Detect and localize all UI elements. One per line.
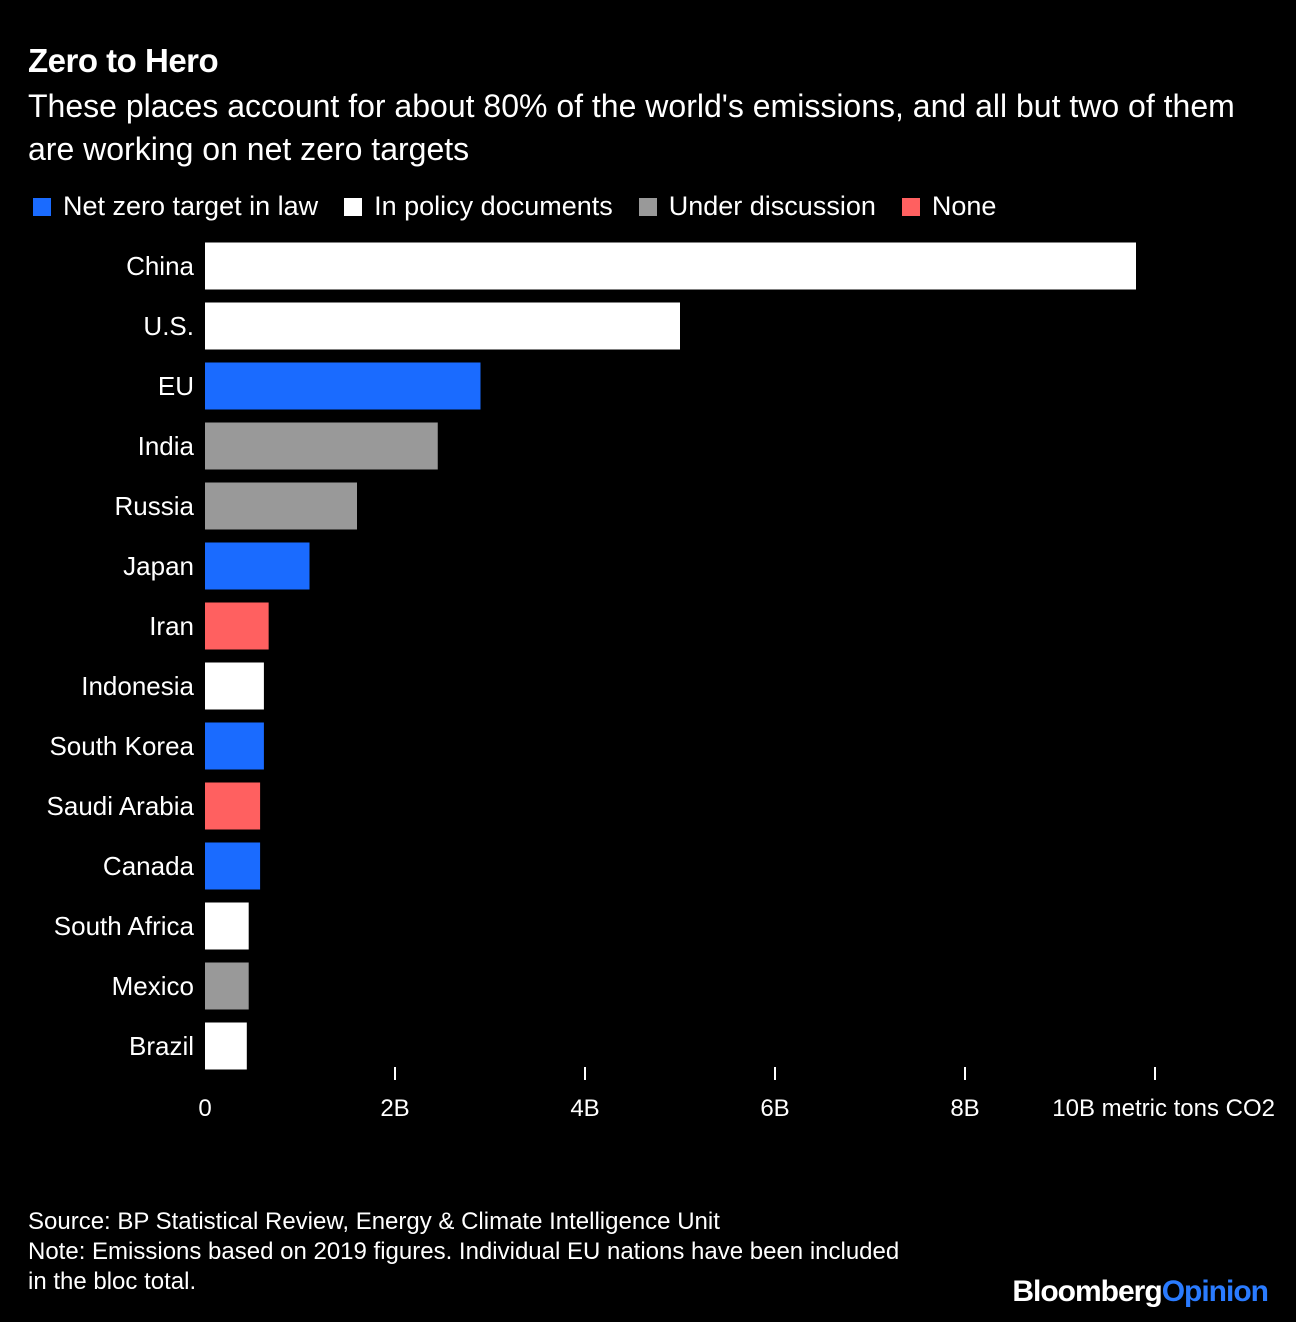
bar-japan	[205, 542, 310, 590]
emissions-note-line-2: in the bloc total.	[28, 1268, 197, 1295]
category-label: EU	[158, 371, 194, 401]
legend-label-policy: In policy documents	[374, 191, 613, 221]
x-tick-label: 2B	[380, 1095, 409, 1122]
bar-south-korea	[205, 722, 264, 770]
category-label: China	[126, 251, 194, 281]
category-label: Saudi Arabia	[47, 791, 195, 821]
bar-iran	[205, 602, 269, 650]
bar-brazil	[205, 1022, 247, 1070]
chart-title: Zero to Hero	[28, 42, 219, 79]
legend-swatch-discussion	[638, 197, 657, 216]
legend-label-discussion: Under discussion	[668, 191, 876, 221]
category-label: Russia	[115, 491, 195, 521]
bar-south-africa	[205, 902, 249, 950]
x-tick-label: 0	[198, 1095, 211, 1122]
category-label: India	[138, 431, 195, 461]
bloomberg-opinion-logo: BloombergOpinion	[1012, 1275, 1269, 1309]
legend-label-law: Net zero target in law	[63, 191, 319, 221]
bar-canada	[205, 842, 261, 890]
x-tick-label: 4B	[570, 1095, 599, 1122]
chart-subtitle: These places account for about 80% of th…	[28, 88, 1235, 167]
x-tick-label: 10B metric tons CO2	[1052, 1095, 1275, 1122]
category-label: South Korea	[49, 731, 194, 761]
category-label: South Africa	[54, 911, 195, 941]
category-label: Indonesia	[81, 671, 194, 701]
legend: Net zero target in law In policy documen…	[33, 191, 1022, 222]
brand-bloomberg: Bloomberg	[1012, 1275, 1162, 1308]
bar-saudi-arabia	[205, 782, 261, 830]
footer: Source: BP Statistical Review, Energy & …	[28, 1207, 899, 1297]
category-label: Mexico	[112, 971, 194, 1001]
legend-item-policy: In policy documents	[344, 191, 613, 222]
bar-china	[205, 242, 1136, 290]
x-tick-label: 6B	[760, 1095, 789, 1122]
bar-eu	[205, 362, 481, 410]
source-note: Source: BP Statistical Review, Energy & …	[28, 1208, 720, 1235]
x-tick-label: 8B	[950, 1095, 979, 1122]
bar-u-s	[205, 302, 680, 350]
category-label: Brazil	[129, 1031, 194, 1061]
category-label: Canada	[103, 851, 195, 881]
category-label: Japan	[123, 551, 194, 581]
emissions-note-line-1: Note: Emissions based on 2019 figures. I…	[28, 1238, 900, 1265]
legend-item-none: None	[901, 191, 997, 222]
category-label: U.S.	[143, 311, 194, 341]
bar-india	[205, 422, 438, 470]
brand-opinion: Opinion	[1161, 1275, 1269, 1308]
legend-item-discussion: Under discussion	[638, 191, 876, 222]
legend-swatch-none	[901, 197, 920, 216]
legend-swatch-policy	[344, 197, 363, 216]
bar-mexico	[205, 962, 249, 1010]
legend-item-law: Net zero target in law	[33, 191, 318, 222]
legend-label-none: None	[931, 191, 997, 221]
legend-swatch-law	[33, 197, 51, 216]
category-label: Iran	[149, 611, 194, 641]
bar-indonesia	[205, 662, 264, 710]
bar-russia	[205, 482, 357, 530]
